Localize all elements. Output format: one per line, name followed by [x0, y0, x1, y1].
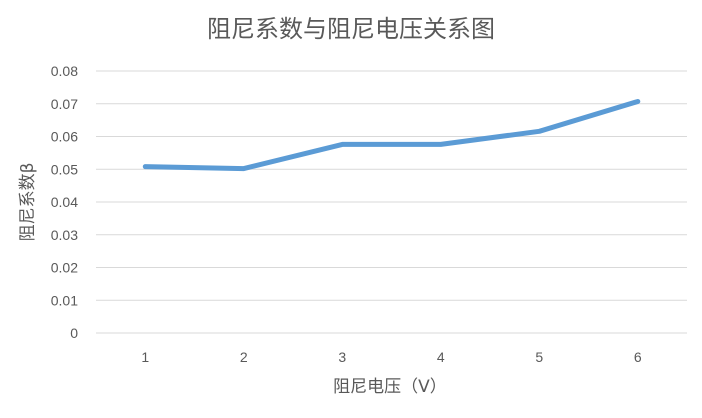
y-tick-label: 0.05: [51, 161, 78, 177]
y-tick-label: 0.06: [51, 129, 78, 145]
x-tick-label: 3: [338, 349, 346, 365]
y-tick-label: 0.01: [51, 292, 78, 308]
y-tick-label: 0.08: [51, 63, 78, 79]
chart-title: 阻尼系数与阻尼电压关系图: [207, 15, 495, 43]
series-layer: [142, 99, 641, 172]
series-line: [142, 99, 641, 172]
y-tick-label: 0.02: [51, 260, 78, 276]
x-tick-label: 5: [535, 349, 543, 365]
y-tick-label: 0.04: [51, 194, 78, 210]
y-tick-label: 0.07: [51, 96, 78, 112]
x-tick-label: 6: [634, 349, 642, 365]
x-tick-label: 2: [240, 349, 248, 365]
x-tick-label: 4: [437, 349, 445, 365]
gridlines: [96, 70, 687, 334]
y-axis-ticks: 0 0.01 0.02 0.03 0.04 0.05 0.06 0.07 0.08: [51, 63, 78, 341]
x-axis-ticks: 1 2 3 4 5 6: [141, 349, 642, 365]
y-axis-label: 阻尼系数β: [18, 163, 38, 242]
x-tick-label: 1: [141, 349, 149, 365]
x-axis-label: 阻尼电压（V）: [333, 377, 447, 397]
y-tick-label: 0.03: [51, 227, 78, 243]
y-tick-label: 0: [70, 325, 78, 341]
